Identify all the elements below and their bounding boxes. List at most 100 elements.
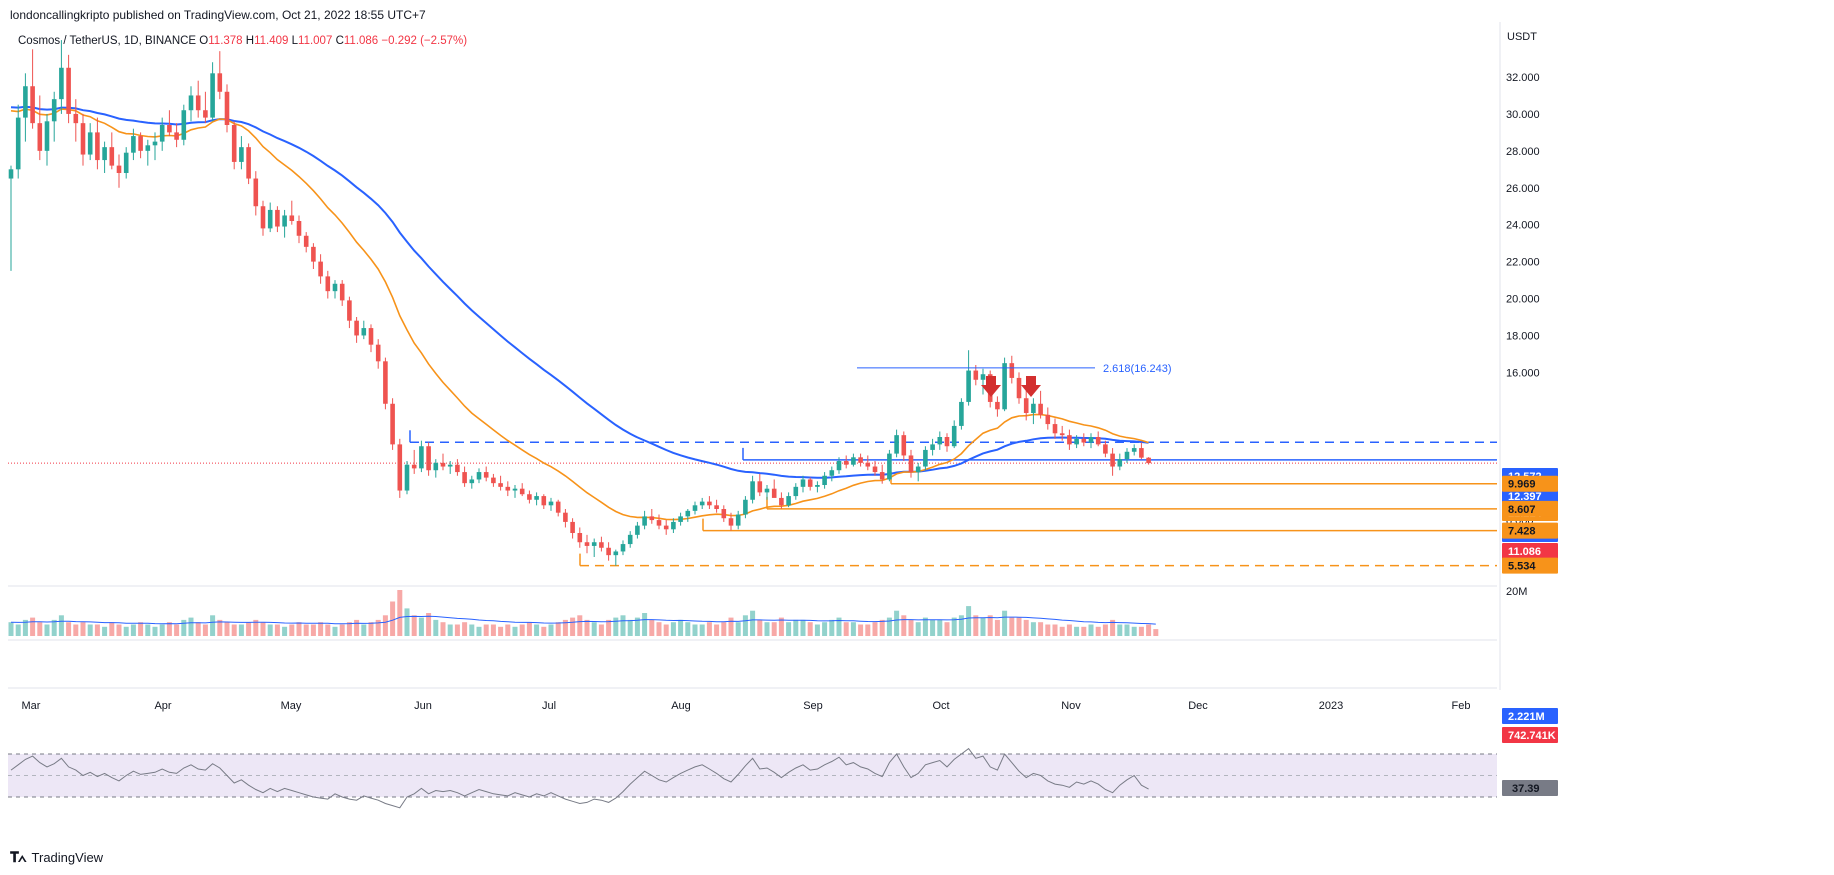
candle-body (311, 246, 316, 262)
volume-bar (66, 622, 72, 636)
volume-bar (30, 617, 36, 636)
candle-body (131, 136, 136, 153)
volume-bar (915, 622, 921, 636)
volume-bar (908, 619, 914, 636)
volume-bar (498, 626, 504, 636)
candle-body (908, 455, 914, 473)
high-value: 11.409 (254, 35, 289, 47)
x-tick-label: 2023 (1319, 700, 1343, 712)
volume-bar (894, 610, 900, 636)
volume-bar (202, 624, 208, 636)
volume-bar (843, 622, 849, 636)
candle-body (80, 123, 86, 155)
volume-bar (577, 615, 583, 636)
volume-bar (296, 622, 302, 636)
volume-bar (210, 615, 216, 636)
volume-bar (44, 624, 50, 636)
volume-bar (238, 624, 244, 636)
volume-bar (728, 617, 734, 636)
volume-bar (116, 624, 122, 636)
volume-bar (814, 624, 820, 636)
candle-body (1016, 377, 1022, 399)
volume-bar (375, 619, 381, 636)
volume-bar (642, 613, 648, 636)
candle-body (541, 496, 547, 506)
candle-body (865, 462, 871, 467)
volume-bar (1038, 622, 1044, 636)
volume-bar (1110, 619, 1116, 636)
volume-bar (663, 624, 669, 636)
volume-bar (318, 622, 324, 636)
volume-bar (807, 622, 813, 636)
volume-bar (822, 622, 828, 636)
candle-body (995, 401, 1000, 410)
candle-body (887, 453, 892, 480)
symbol-name[interactable]: Cosmos / TetherUS, 1D, BINANCE (18, 35, 197, 47)
volume-bar (1146, 624, 1152, 636)
candle-body (116, 165, 122, 173)
volume-bar (699, 624, 705, 636)
candle-body (563, 512, 568, 522)
candle-body (404, 464, 410, 491)
volume-bar (944, 622, 950, 636)
candle-body (159, 125, 165, 142)
candle-body (951, 425, 957, 447)
candle-body (757, 481, 763, 493)
candle-body (1074, 438, 1079, 445)
candle-body (239, 147, 244, 162)
volume-last-badge: 742.741K (1508, 730, 1556, 742)
candle-body (59, 67, 64, 100)
volume-bar (1023, 619, 1029, 636)
candle-body (851, 457, 856, 465)
volume-bar (166, 622, 172, 636)
volume-bar (634, 617, 640, 636)
tradingview-logo-icon: 𝐓∧ (10, 849, 27, 865)
candle-body (534, 496, 539, 500)
candle-body (44, 121, 50, 151)
candle-body (577, 533, 583, 543)
fib-label: 2.618(16.243) (1103, 363, 1172, 375)
candle-body (275, 209, 280, 227)
candle-body (505, 486, 511, 491)
rsi-line (10, 747, 1149, 809)
candle-body (318, 261, 323, 277)
volume-bar (22, 619, 28, 636)
volume-bar (109, 622, 115, 636)
candle-body (253, 178, 259, 207)
candle-body (620, 544, 626, 552)
tradingview-footer[interactable]: 𝐓∧ TradingView (10, 849, 103, 866)
volume-bar (951, 617, 957, 636)
candle-body (793, 486, 799, 497)
candle-body (73, 113, 79, 124)
level-badge-bg (1502, 557, 1558, 574)
volume-bar (217, 619, 223, 636)
volume-bar (303, 624, 309, 636)
volume-bar (670, 622, 676, 636)
volume-bar (231, 624, 237, 636)
candle-body (1067, 435, 1072, 445)
high-label: H (245, 35, 255, 47)
volume-bar (606, 619, 612, 636)
candle-body (368, 328, 374, 345)
volume-bar (195, 622, 201, 636)
volume-bar (937, 619, 943, 636)
price-chart[interactable]: 2.618(16.243) 32.000 30.000 28.000 26.000 24… (0, 0, 1834, 845)
volume-bar (649, 619, 655, 636)
volume-bar (267, 624, 273, 636)
change-value: −0.292 (−2.57%) (381, 35, 468, 47)
volume-bar (260, 622, 266, 636)
volume-bar (426, 613, 432, 636)
close-value: 11.086 (343, 35, 379, 47)
volume-bar (786, 622, 792, 636)
candle-body (30, 86, 35, 124)
candle-body (1038, 403, 1043, 415)
candle-body (1095, 437, 1101, 445)
candle-body (872, 466, 878, 473)
volume-bar (1045, 624, 1051, 636)
rsi-badge: 37.39 (1512, 783, 1540, 795)
candle-body (224, 91, 230, 125)
volume-bar (742, 615, 748, 636)
candle-body (23, 86, 28, 118)
volume-bar (858, 624, 864, 636)
volume-bar (526, 622, 532, 636)
